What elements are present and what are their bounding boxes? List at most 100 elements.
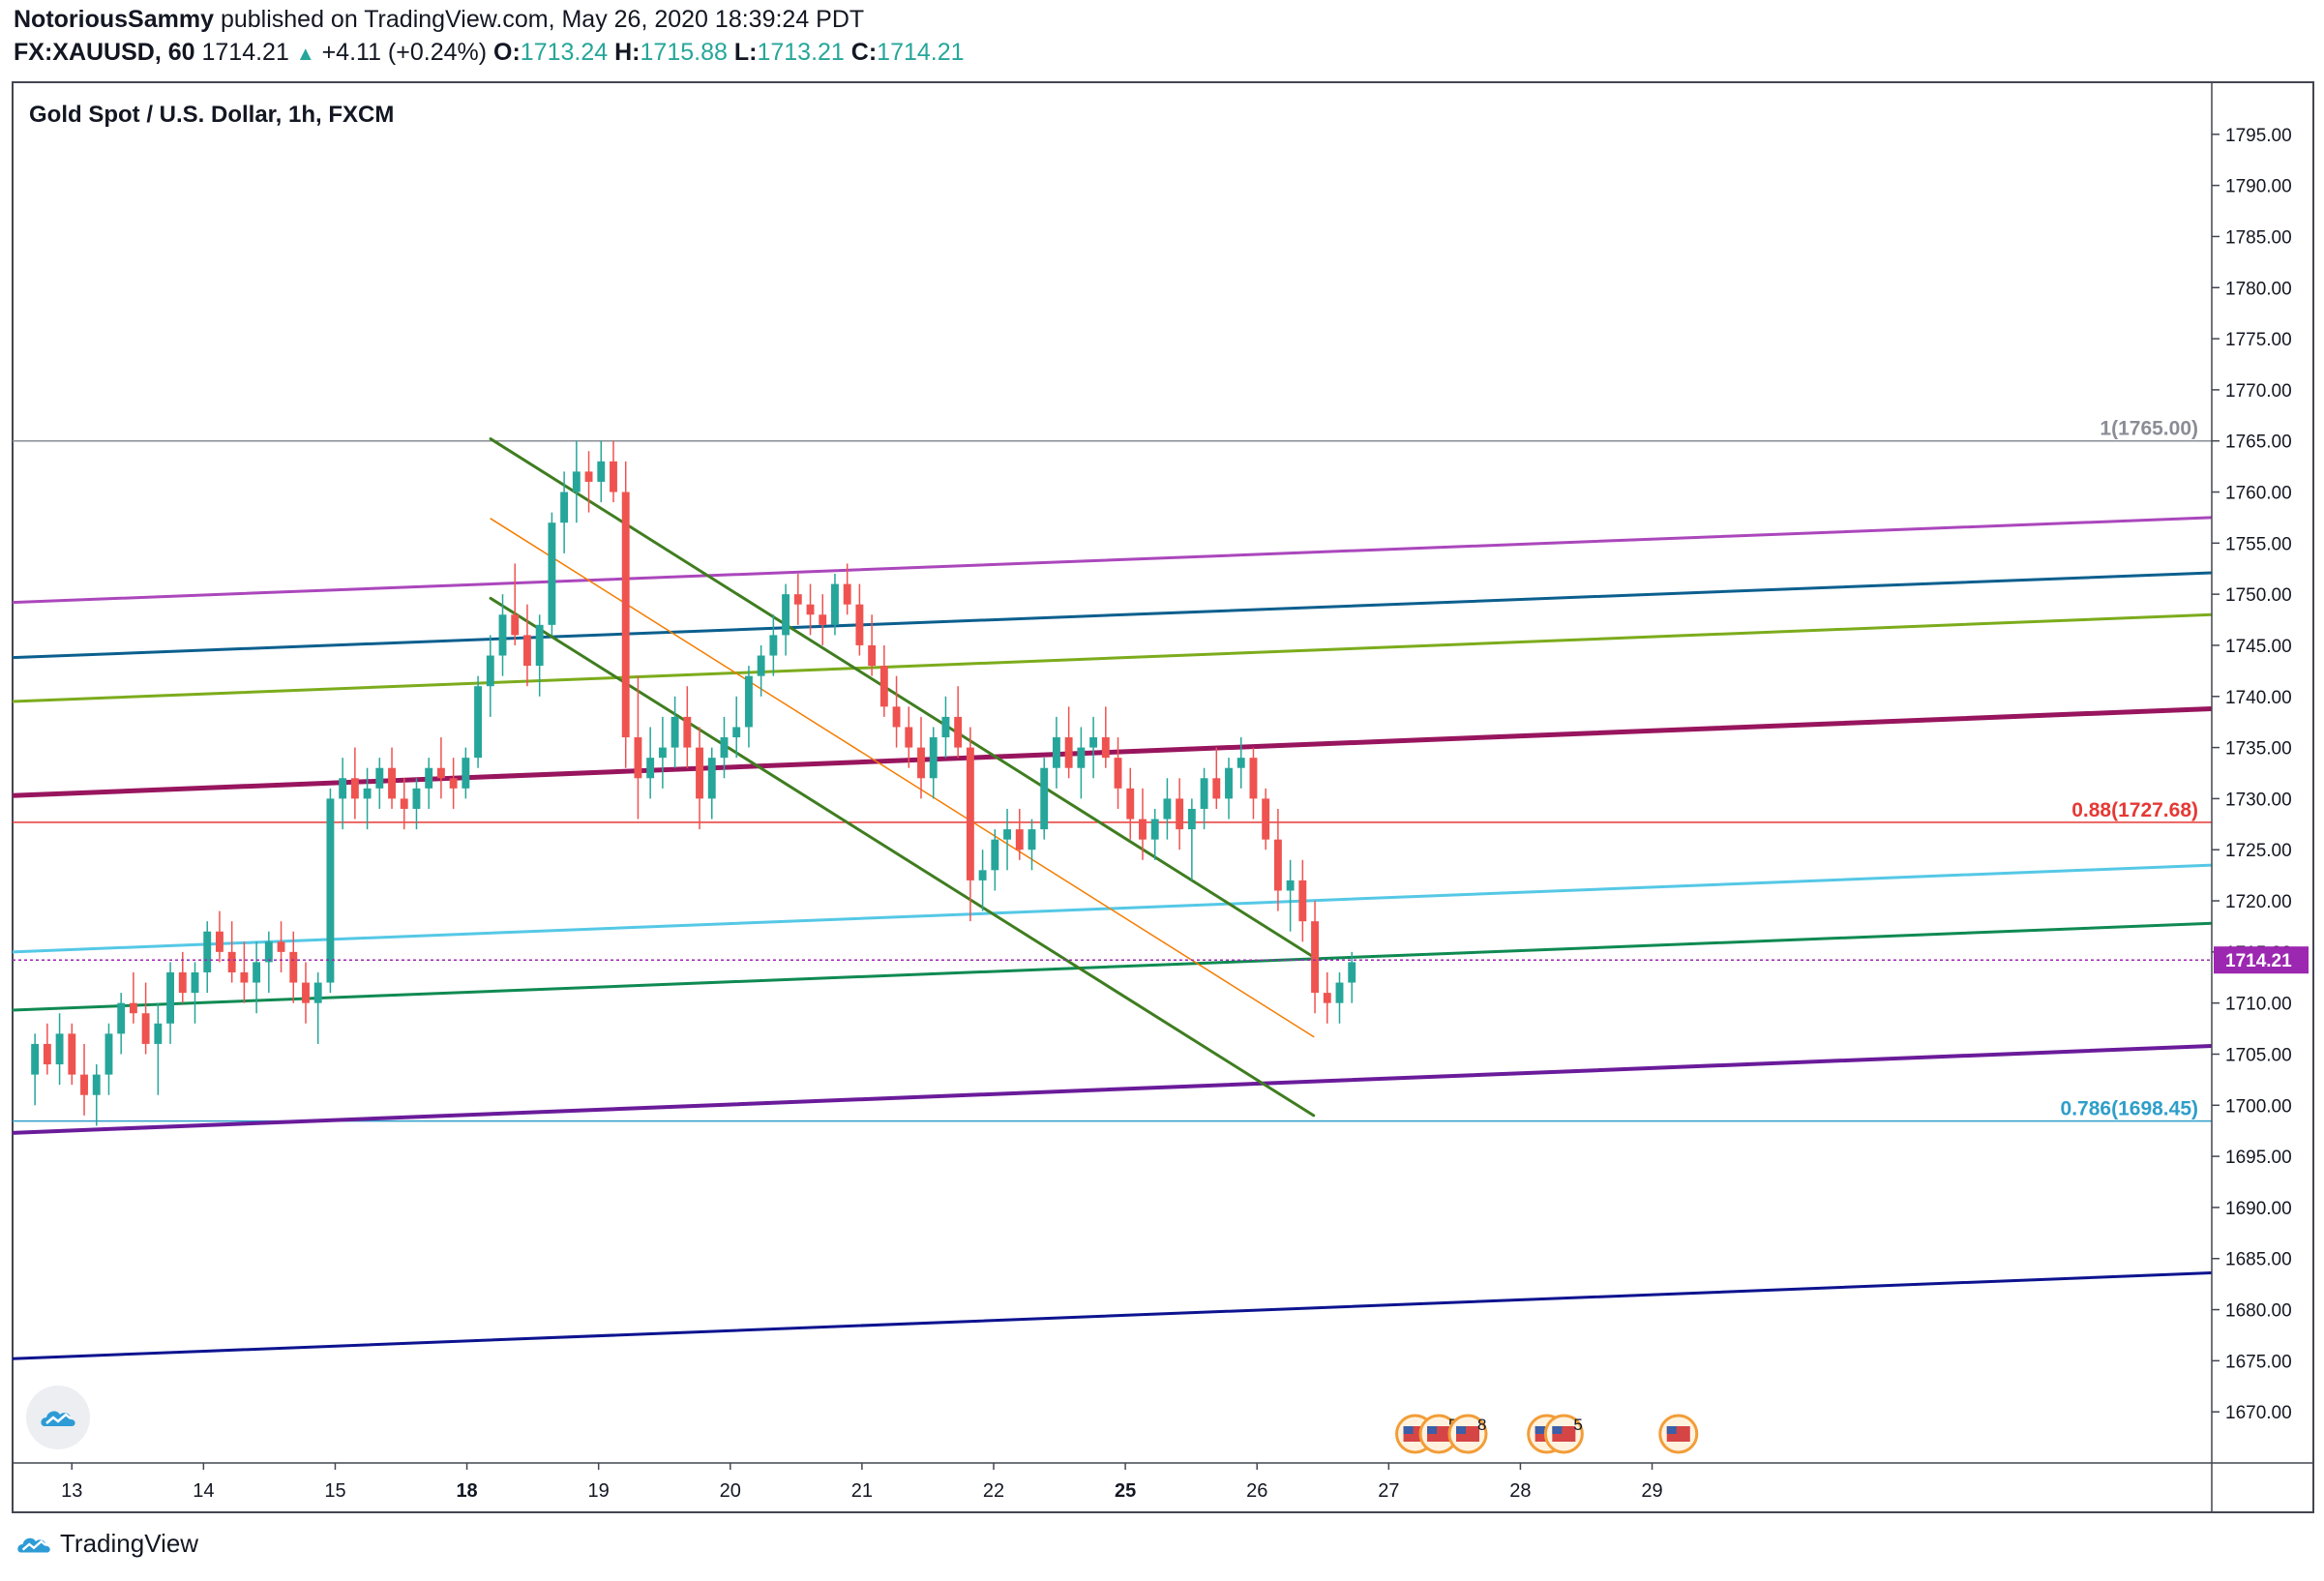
candle-body — [646, 758, 655, 779]
candle-body — [1139, 819, 1147, 840]
candle-body — [634, 737, 642, 779]
candle-body — [732, 727, 741, 738]
candle-body — [868, 644, 877, 667]
symbol-label[interactable]: FX:XAUUSD, 60 — [14, 39, 195, 66]
candle-body — [339, 778, 347, 799]
x-tick-label: 22 — [983, 1480, 1004, 1502]
candle-body — [388, 767, 396, 799]
candle-body — [1015, 829, 1024, 850]
candle-body — [1003, 829, 1011, 840]
candle-body — [117, 1002, 126, 1034]
trend-line — [13, 1044, 2212, 1135]
event-marker-flag-icon[interactable]: 5 — [1543, 1414, 1584, 1454]
candle-body — [253, 962, 261, 983]
candle-body — [1064, 737, 1073, 768]
candle-body — [31, 1043, 40, 1075]
candle-body — [941, 716, 950, 738]
close-label: C: — [850, 39, 878, 66]
candle-body — [757, 655, 765, 676]
close-value: 1714.21 — [877, 39, 965, 66]
candle-body — [966, 747, 974, 880]
candle-body — [1200, 778, 1208, 809]
candle-body — [535, 624, 544, 667]
candle-body — [1028, 829, 1036, 850]
candle-body — [43, 1043, 51, 1065]
trend-line — [13, 921, 2212, 1012]
y-tick-label: 1725.00 — [2225, 841, 2292, 861]
candle-body — [597, 461, 606, 482]
candle-body — [216, 931, 223, 952]
event-marker-flag-icon[interactable]: 8 — [1447, 1414, 1488, 1454]
x-tick-label: 19 — [588, 1480, 610, 1502]
candle-body — [707, 758, 716, 799]
candle-body — [978, 870, 987, 880]
plot-area — [13, 437, 2212, 1360]
candle-body — [1323, 993, 1331, 1003]
trend-line — [13, 571, 2212, 660]
us-flag-canton — [1403, 1426, 1414, 1434]
candle-body — [1335, 982, 1344, 1003]
candle-body — [1212, 778, 1221, 799]
y-tick-label: 1785.00 — [2225, 227, 2292, 248]
footer-brand-text[interactable]: TradingView — [60, 1529, 199, 1558]
candle-body — [1298, 880, 1307, 922]
tradingview-cloud-icon — [41, 1411, 75, 1426]
candle-body — [744, 675, 753, 728]
x-tick-label: 20 — [720, 1480, 741, 1502]
candle-body — [769, 635, 778, 656]
candle-body — [511, 614, 520, 636]
chart-title: Gold Spot / U.S. Dollar, 1h, FXCM — [29, 102, 395, 128]
candle-body — [104, 1033, 113, 1075]
candle-body — [289, 951, 298, 983]
trend-line — [13, 1271, 2212, 1360]
x-tick-label: 27 — [1378, 1480, 1399, 1502]
x-tick-label: 26 — [1246, 1480, 1267, 1502]
candle-body — [474, 686, 483, 759]
candle-body — [1249, 758, 1258, 799]
x-tick-label: 21 — [851, 1480, 873, 1502]
candle-body — [1101, 737, 1110, 759]
candle-body — [1040, 767, 1049, 830]
candle-body — [375, 767, 384, 789]
candle-body — [1311, 921, 1319, 994]
candle-body — [436, 767, 445, 779]
candle-body — [363, 788, 372, 799]
current-price-label: 1714.21 — [2225, 951, 2292, 971]
y-tick-label: 1710.00 — [2225, 995, 2292, 1015]
y-tick-label: 1695.00 — [2225, 1148, 2292, 1168]
candle-body — [1348, 962, 1356, 983]
trend-line — [489, 437, 1316, 959]
candle-body — [584, 471, 593, 482]
low-label: L: — [733, 39, 758, 66]
candle-body — [1052, 737, 1060, 768]
candle-body — [670, 716, 679, 748]
candle-body — [412, 788, 421, 809]
x-tick-label: 13 — [61, 1480, 82, 1502]
trend-line — [490, 518, 1315, 1038]
y-tick-label: 1675.00 — [2225, 1352, 2292, 1372]
candle-body — [68, 1033, 76, 1075]
tradingview-cloud-icon — [17, 1537, 50, 1553]
candle-body — [1225, 767, 1233, 799]
y-tick-label: 1735.00 — [2225, 739, 2292, 760]
candle-body — [1236, 758, 1245, 768]
y-tick-label: 1795.00 — [2225, 126, 2292, 146]
author-name[interactable]: NotoriousSammy — [14, 6, 214, 33]
candle-body — [240, 971, 249, 983]
y-tick-label: 1680.00 — [2225, 1301, 2292, 1322]
event-marker-flag-icon[interactable] — [1658, 1414, 1699, 1454]
published-text: published on TradingView.com, May 26, 20… — [220, 6, 865, 33]
candle-body — [782, 594, 790, 636]
candle-body — [425, 767, 433, 789]
y-tick-label: 1670.00 — [2225, 1403, 2292, 1423]
candle-body — [141, 1013, 150, 1044]
y-tick-label: 1770.00 — [2225, 381, 2292, 402]
tradingview-logo-button[interactable] — [26, 1386, 90, 1449]
event-marker-count: 8 — [1477, 1416, 1486, 1434]
candle-body — [991, 839, 999, 871]
y-tick-label: 1685.00 — [2225, 1250, 2292, 1270]
candle-body — [879, 666, 888, 707]
candle-body — [129, 1002, 137, 1014]
candle-body — [92, 1074, 101, 1095]
